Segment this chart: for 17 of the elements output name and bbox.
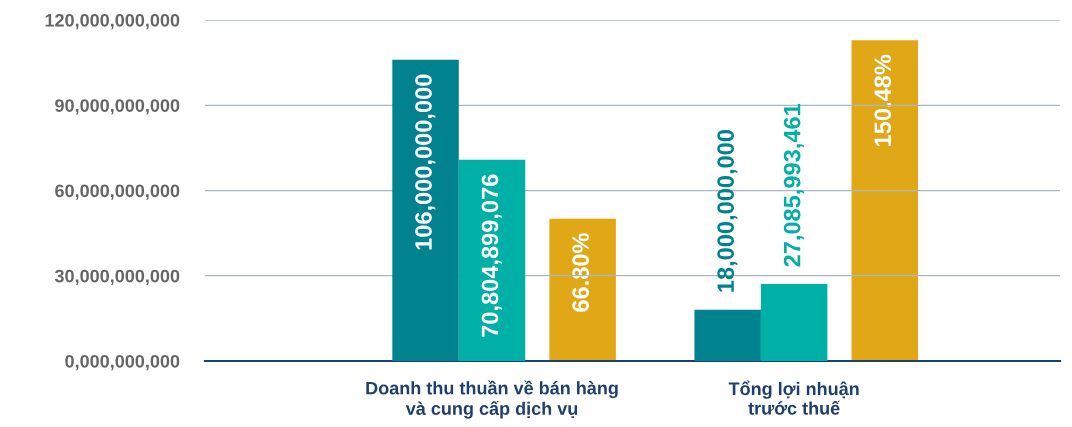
x-tick-label: Doanh thu thuần về bán hàng và cung cấp dịch vụ bbox=[366, 380, 618, 419]
data-label: 106,000,000,000 bbox=[415, 74, 436, 250]
bar bbox=[694, 309, 761, 361]
y-tick-label: 90,000,000,000 bbox=[55, 99, 180, 115]
data-label: 66.80% bbox=[572, 233, 589, 312]
y-tick-label: 30,000,000,000 bbox=[54, 269, 180, 286]
data-label: 70,804,899,076 bbox=[481, 174, 502, 337]
y-tick-label: 120,000,000,000 bbox=[45, 13, 180, 30]
data-label: 27,085,993,461 bbox=[783, 103, 804, 267]
y-tick-label: 0,000,000,000 bbox=[65, 354, 180, 371]
bar bbox=[458, 159, 526, 361]
bar bbox=[760, 284, 828, 361]
data-label: 150.48% bbox=[874, 54, 892, 146]
data-label: 18,000,000,000 bbox=[717, 130, 738, 292]
y-tick-label: 60,000,000,000 bbox=[55, 184, 180, 200]
bar bbox=[392, 59, 459, 361]
x-tick-label: Tổng lợi nhuận trước thuế bbox=[728, 380, 859, 415]
